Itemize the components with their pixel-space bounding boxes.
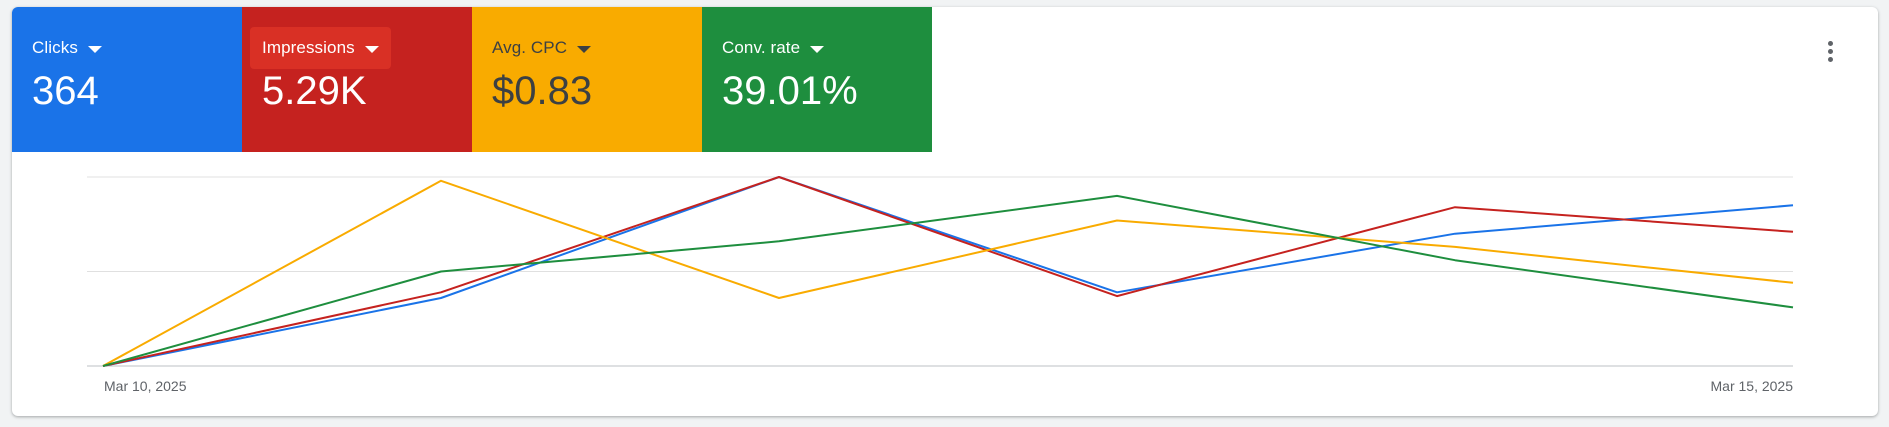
series-line-impressions [102, 176, 1794, 367]
metric-value: 39.01% [722, 69, 858, 113]
metric-tile-avg-cpc[interactable]: Avg. CPC $0.83 [472, 7, 702, 152]
series-line-conv-rate [102, 194, 1794, 367]
metric-label: Clicks [32, 38, 78, 57]
metric-selector-conv-rate[interactable]: Conv. rate [710, 27, 836, 69]
more-vert-icon[interactable] [1818, 39, 1842, 63]
performance-card: Clicks 364 Impressions 5.29K Avg. CPC $0… [12, 7, 1878, 416]
x-tick-label-end: Mar 15, 2025 [1711, 378, 1794, 394]
metric-label: Avg. CPC [492, 38, 568, 57]
metric-value: 364 [32, 69, 99, 113]
metric-tiles: Clicks 364 Impressions 5.29K Avg. CPC $0… [12, 7, 932, 152]
dropdown-arrow-icon [810, 45, 825, 53]
dropdown-arrow-icon [364, 45, 379, 53]
dropdown-arrow-icon [87, 45, 102, 53]
dropdown-arrow-icon [577, 45, 592, 53]
metric-selector-clicks[interactable]: Clicks [20, 27, 114, 69]
metric-label: Impressions [262, 38, 355, 57]
x-tick-label-start: Mar 10, 2025 [104, 378, 187, 394]
line-chart: Mar 10, 2025 Mar 15, 2025 [87, 176, 1794, 394]
metric-value: $0.83 [492, 69, 593, 113]
series-line-clicks [102, 176, 1794, 367]
metric-value: 5.29K [262, 69, 367, 113]
metric-tile-clicks[interactable]: Clicks 364 [12, 7, 242, 152]
metric-selector-impressions[interactable]: Impressions [250, 27, 391, 69]
metric-tile-conv-rate[interactable]: Conv. rate 39.01% [702, 7, 932, 152]
series-line-avg-cpc [102, 179, 1794, 367]
metric-tile-impressions[interactable]: Impressions 5.29K [242, 7, 472, 152]
metric-selector-avg-cpc[interactable]: Avg. CPC [480, 27, 603, 69]
metric-label: Conv. rate [722, 38, 801, 57]
